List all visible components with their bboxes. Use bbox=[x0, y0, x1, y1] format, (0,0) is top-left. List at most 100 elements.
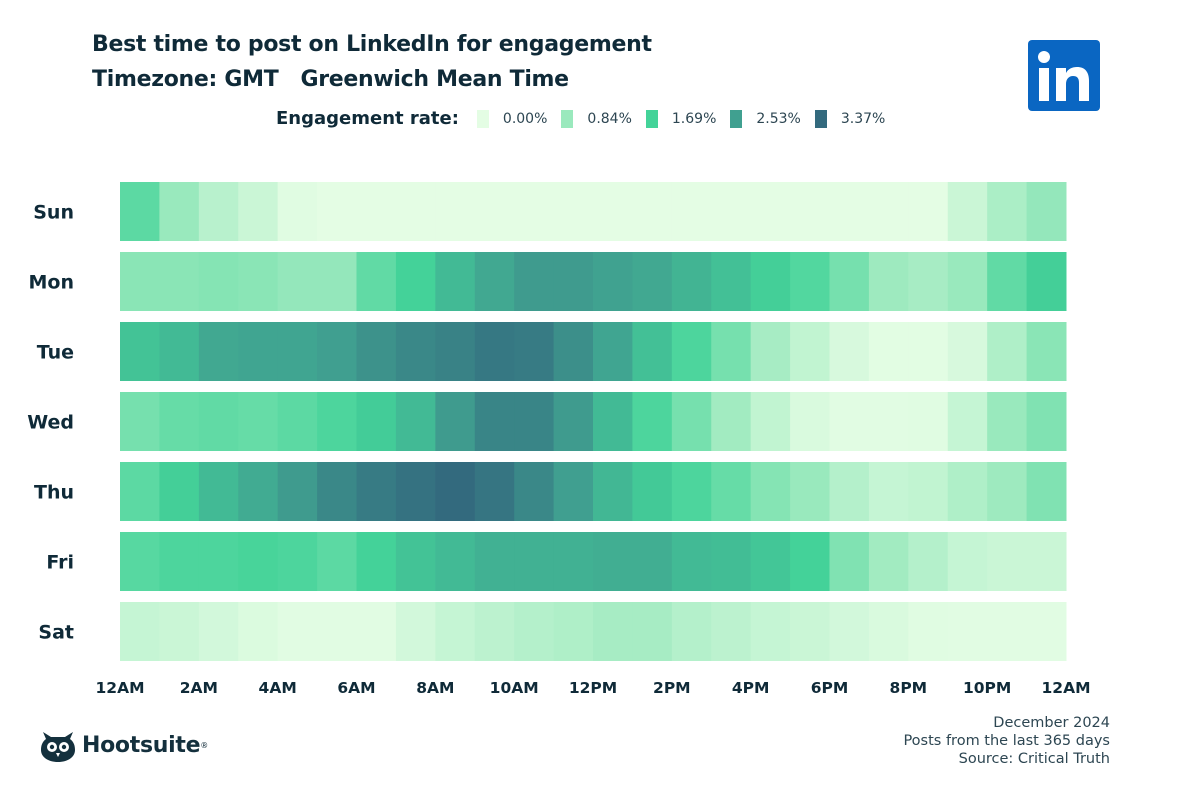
heatmap-cell bbox=[593, 392, 633, 451]
heatmap-cell bbox=[908, 532, 949, 591]
legend-label: 0.00% bbox=[502, 110, 548, 127]
heatmap-cell bbox=[356, 252, 397, 311]
heatmap-cell bbox=[987, 462, 1028, 521]
heatmap-cell bbox=[829, 462, 870, 521]
row-label: Mon bbox=[29, 272, 75, 294]
heatmap-cell bbox=[553, 252, 594, 311]
heatmap-cell bbox=[317, 252, 357, 311]
heatmap-cell bbox=[317, 392, 357, 451]
row-label: Fri bbox=[46, 552, 74, 574]
heatmap-cell bbox=[671, 602, 712, 661]
registered-mark: ® bbox=[200, 740, 209, 750]
heatmap-cell bbox=[1026, 252, 1067, 311]
heatmap-cell bbox=[238, 462, 279, 521]
owl-icon bbox=[41, 732, 75, 762]
heatmap-cell bbox=[593, 252, 633, 311]
heatmap-cell bbox=[514, 392, 555, 451]
legend-label: 2.53% bbox=[756, 110, 801, 127]
heatmap-cell bbox=[395, 322, 436, 381]
heatmap-cell bbox=[947, 252, 988, 311]
heatmap-cell bbox=[435, 182, 476, 241]
heatmap-cell bbox=[632, 602, 673, 661]
heatmap-cell bbox=[198, 602, 239, 661]
x-tick-label: 8PM bbox=[890, 679, 928, 697]
heatmap-cell bbox=[356, 322, 397, 381]
heatmap-cell bbox=[987, 392, 1028, 451]
x-tick-label: 12AM bbox=[96, 679, 145, 697]
heatmap-cell bbox=[632, 532, 673, 591]
heatmap-cell bbox=[120, 322, 160, 381]
heatmap-cell bbox=[868, 392, 909, 451]
heatmap-cell bbox=[750, 602, 791, 661]
x-tick-label: 12PM bbox=[569, 679, 617, 697]
heatmap-cell bbox=[790, 532, 830, 591]
linkedin-logo bbox=[1028, 40, 1100, 111]
heatmap-cell bbox=[711, 462, 752, 521]
heatmap-cell bbox=[435, 532, 476, 591]
heatmap-cell bbox=[711, 252, 752, 311]
heatmap-cell bbox=[435, 392, 476, 451]
heatmap-cell bbox=[395, 602, 436, 661]
heatmap-cell bbox=[711, 532, 752, 591]
heatmap-cell bbox=[908, 182, 949, 241]
heatmap-cell bbox=[159, 182, 200, 241]
heatmap-cell bbox=[435, 602, 476, 661]
heatmap-cell bbox=[120, 182, 160, 241]
heatmap-cell bbox=[790, 462, 830, 521]
heatmap-cell bbox=[395, 462, 436, 521]
heatmap-cell bbox=[198, 182, 239, 241]
heatmap-cell bbox=[632, 182, 673, 241]
heatmap-cell bbox=[356, 392, 397, 451]
row-label: Wed bbox=[27, 412, 74, 434]
x-tick-label: 2AM bbox=[180, 679, 218, 697]
heatmap-cell bbox=[1026, 532, 1067, 591]
heatmap-cell bbox=[750, 392, 791, 451]
heatmap-cell bbox=[987, 602, 1028, 661]
heatmap-cell bbox=[790, 602, 830, 661]
heatmap-cell bbox=[790, 322, 830, 381]
heatmap-cell bbox=[947, 322, 988, 381]
x-tick-label: 6PM bbox=[811, 679, 849, 697]
x-tick-label: 10AM bbox=[490, 679, 539, 697]
hootsuite-wordmark: Hootsuite bbox=[82, 732, 201, 758]
heatmap-cell bbox=[514, 462, 555, 521]
chart-title: Best time to post on LinkedIn for engage… bbox=[92, 32, 652, 57]
heatmap-cell bbox=[435, 252, 476, 311]
heatmap-cell bbox=[159, 602, 200, 661]
heatmap-cell bbox=[553, 532, 594, 591]
heatmap-cell bbox=[198, 392, 239, 451]
heatmap-cell bbox=[395, 392, 436, 451]
heatmap-cell bbox=[829, 392, 870, 451]
heatmap-cell bbox=[514, 532, 555, 591]
heatmap-cell bbox=[474, 252, 515, 311]
heatmap-cell bbox=[159, 252, 200, 311]
row-label: Thu bbox=[34, 482, 74, 504]
footer-source: Source: Critical Truth bbox=[958, 751, 1110, 767]
heatmap-cell bbox=[908, 252, 949, 311]
row-label: Sun bbox=[33, 202, 74, 224]
heatmap-cell bbox=[750, 322, 791, 381]
heatmap-cell bbox=[317, 462, 357, 521]
heatmap-cell bbox=[395, 182, 436, 241]
heatmap-cell bbox=[238, 392, 279, 451]
heatmap-cell bbox=[553, 602, 594, 661]
heatmap-cell bbox=[317, 322, 357, 381]
heatmap-cell bbox=[671, 392, 712, 451]
heatmap-cell bbox=[868, 322, 909, 381]
row-label: Tue bbox=[37, 342, 74, 364]
heatmap-cell bbox=[277, 602, 318, 661]
heatmap-cell bbox=[356, 532, 397, 591]
footer-date: December 2024 bbox=[993, 715, 1110, 731]
heatmap-cell bbox=[317, 532, 357, 591]
heatmap-cell bbox=[711, 322, 752, 381]
heatmap-cell bbox=[632, 462, 673, 521]
x-tick-label: 2PM bbox=[653, 679, 691, 697]
heatmap-cell bbox=[947, 532, 988, 591]
heatmap-cell bbox=[474, 182, 515, 241]
legend-swatch bbox=[476, 109, 489, 128]
heatmap-cell bbox=[277, 392, 318, 451]
heatmap-cell bbox=[632, 252, 673, 311]
footer-notes: December 2024 Posts from the last 365 da… bbox=[903, 714, 1110, 768]
heatmap-cell bbox=[632, 322, 673, 381]
